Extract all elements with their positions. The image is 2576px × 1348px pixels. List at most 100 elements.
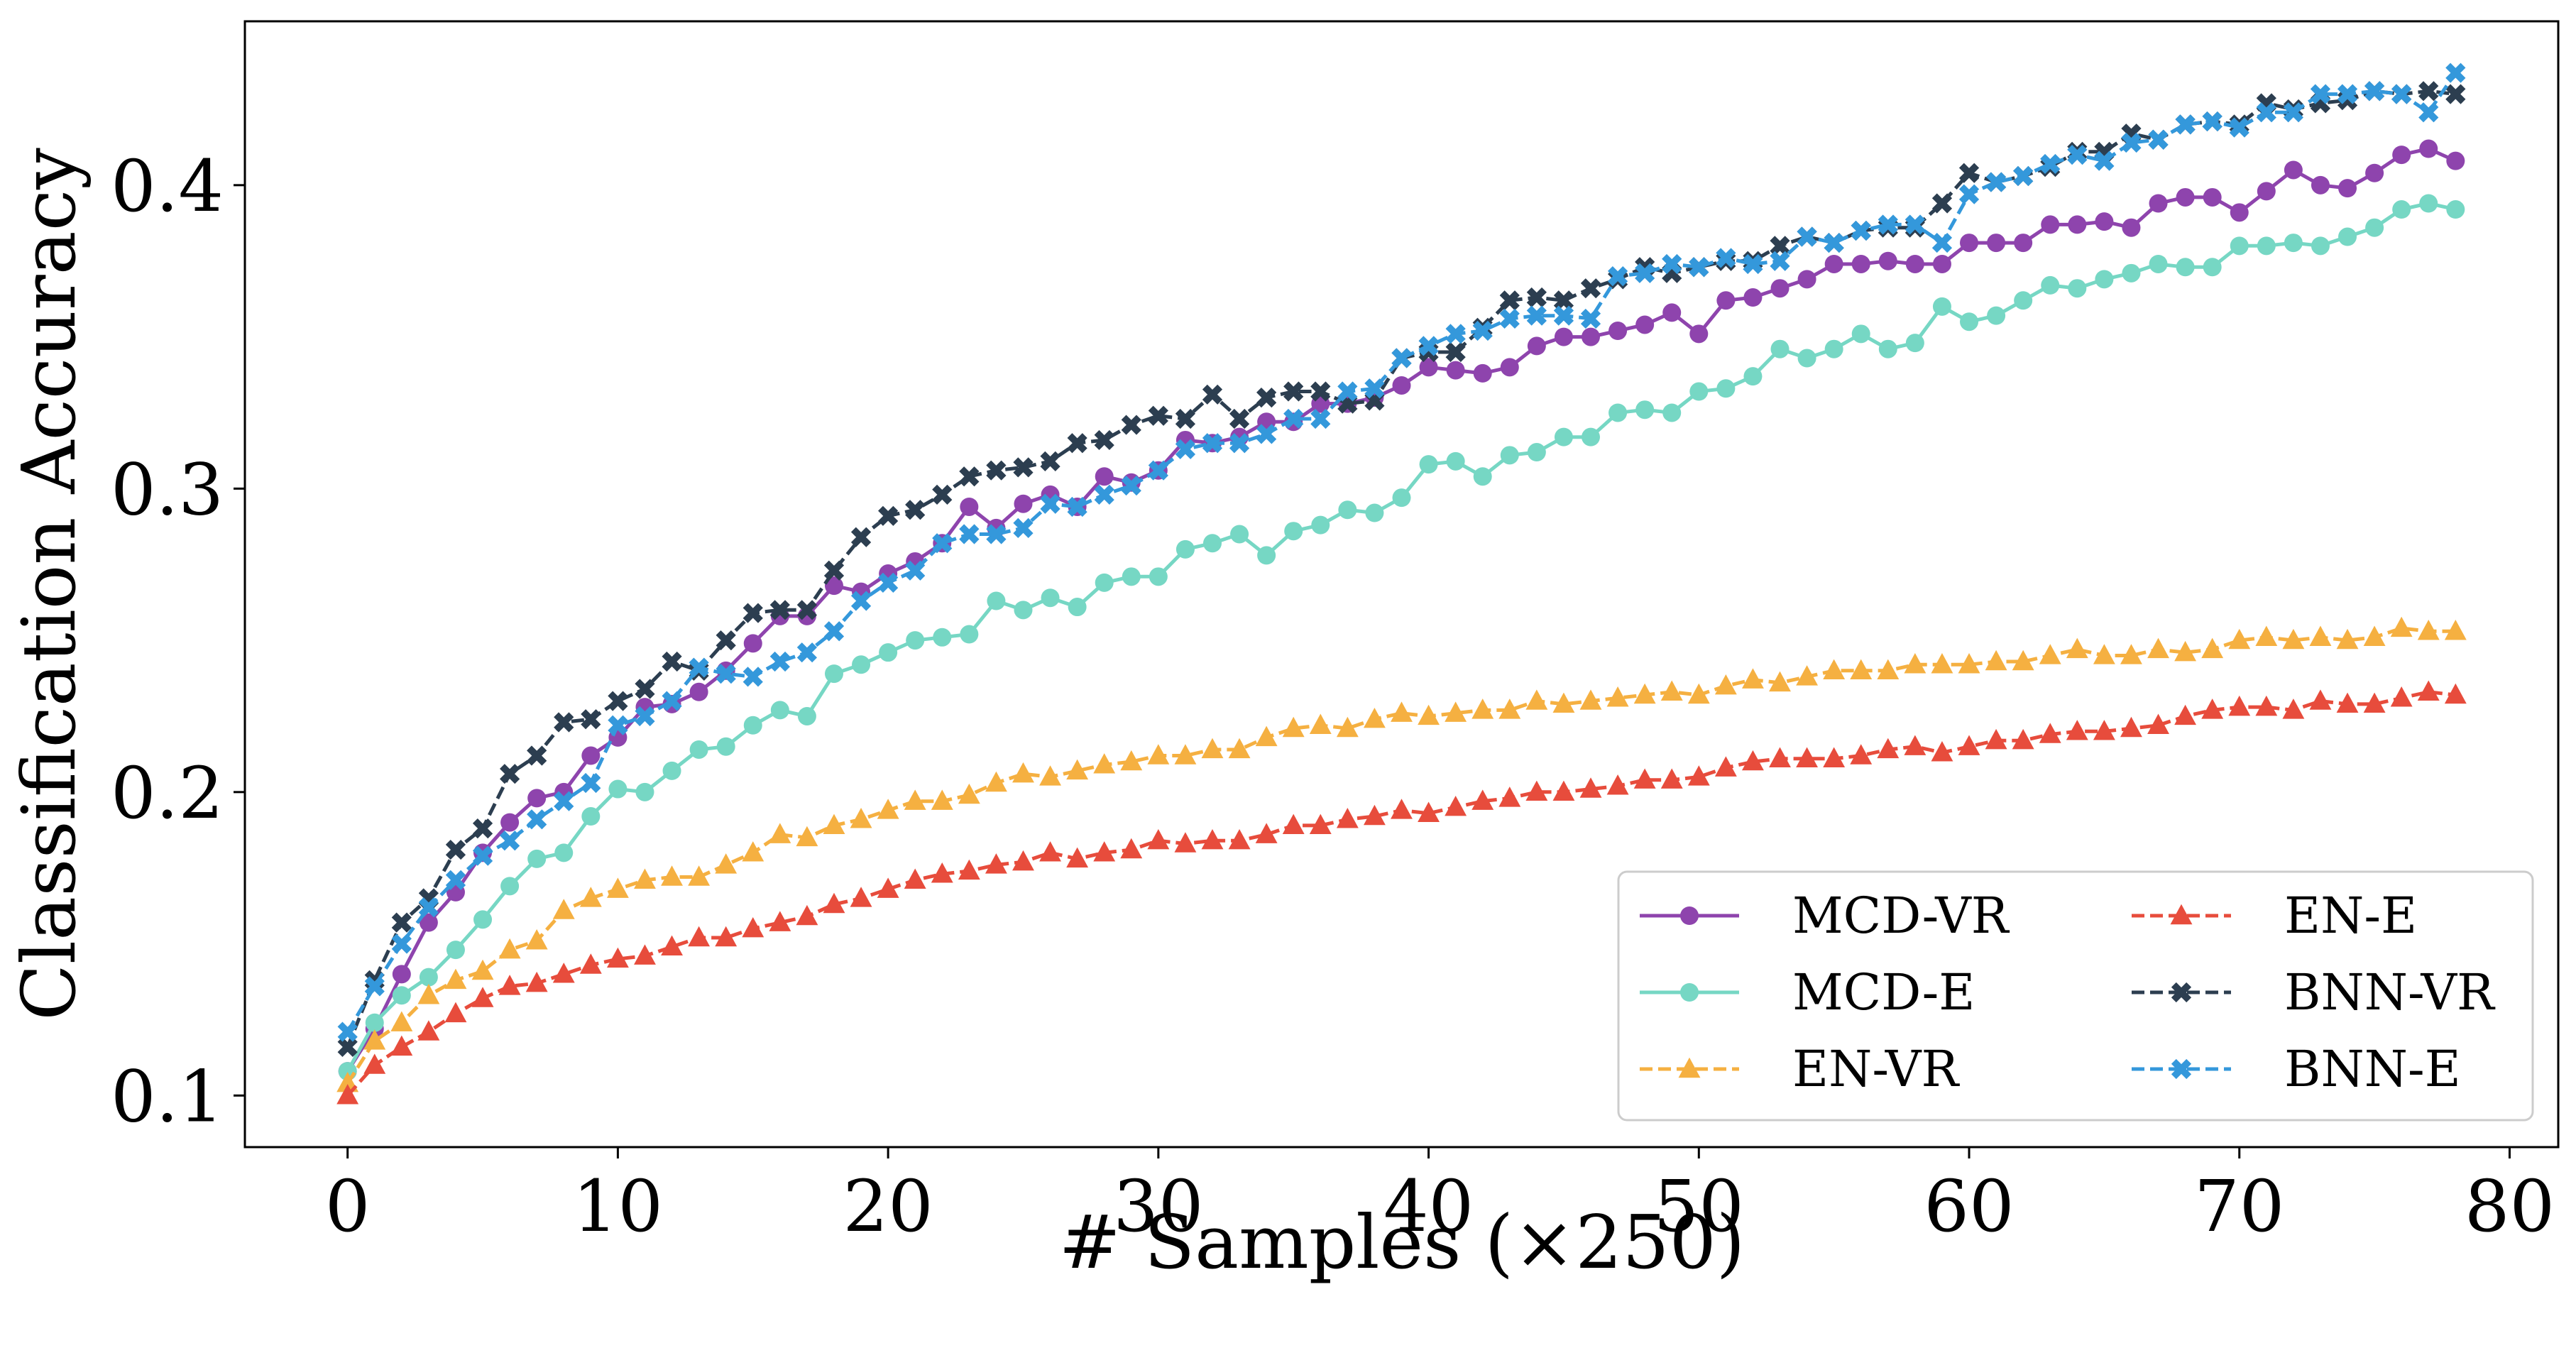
data-point (2203, 187, 2222, 207)
data-point (337, 1036, 358, 1058)
data-point (1311, 515, 1330, 535)
data-point (472, 845, 493, 866)
data-point (1040, 451, 1060, 471)
y-tick-label: 0.1 (111, 1055, 224, 1138)
data-point (1148, 405, 1168, 426)
x-tick-label: 50 (1654, 1165, 1744, 1248)
data-point (824, 576, 843, 596)
data-point (689, 657, 709, 678)
data-point (579, 887, 602, 907)
data-point (1418, 336, 1439, 356)
data-point (1445, 341, 1466, 363)
data-point (850, 591, 872, 611)
data-point (823, 813, 845, 835)
data-point (796, 642, 818, 663)
data-point (2446, 200, 2465, 219)
data-point (1256, 424, 1277, 444)
data-point (581, 746, 601, 765)
data-point (1958, 184, 1980, 204)
data-point (1363, 707, 1386, 728)
data-point (905, 500, 926, 520)
data-point (1122, 567, 1141, 586)
data-point (1310, 381, 1331, 402)
data-point (1256, 387, 1277, 408)
legend-swatch-marker (2170, 904, 2193, 925)
legend-item-bnn-vr: BNN-VR (2132, 963, 2496, 1021)
data-point (1419, 455, 1438, 474)
data-point (1310, 408, 1331, 429)
data-point (1606, 774, 1629, 795)
data-point (1931, 232, 1953, 253)
data-point (1743, 253, 1763, 275)
data-point (1635, 400, 1655, 420)
data-point (2336, 692, 2359, 713)
data-point (1445, 701, 1467, 722)
data-point (1958, 163, 1980, 183)
data-point (1607, 265, 1628, 287)
data-point (1175, 539, 1195, 559)
data-point (1851, 324, 1870, 344)
y-tick-label: 0.2 (111, 752, 224, 835)
data-point (958, 783, 980, 804)
data-point (769, 823, 791, 843)
data-point (1094, 429, 1114, 451)
data-point (336, 1084, 359, 1105)
data-point (2148, 129, 2169, 150)
data-point (2122, 218, 2141, 237)
data-point (1660, 680, 1683, 701)
data-point (1473, 363, 1492, 383)
data-point (1958, 735, 1980, 755)
data-point (1283, 408, 1304, 429)
data-point (1525, 780, 1548, 801)
data-point (2309, 689, 2332, 710)
data-point (2337, 84, 2358, 104)
data-point (1526, 287, 1547, 308)
data-point (688, 865, 711, 886)
data-point (635, 679, 655, 699)
data-point (1687, 765, 1710, 786)
data-point (959, 524, 980, 544)
data-point (1445, 795, 1467, 816)
data-point (770, 701, 789, 720)
data-point (1499, 290, 1520, 311)
data-point (1392, 376, 1411, 395)
data-point (1283, 381, 1304, 402)
data-point (1850, 744, 1873, 765)
data-point (2445, 62, 2466, 83)
data-point (2012, 650, 2034, 671)
data-point (1093, 753, 1116, 774)
data-point (1337, 381, 1358, 402)
data-point (1985, 650, 2007, 671)
data-point (2419, 139, 2438, 158)
data-point (1526, 305, 1547, 326)
data-point (390, 1011, 413, 1031)
data-point (1068, 598, 1087, 617)
data-point (1446, 361, 1465, 380)
data-point (1147, 828, 1170, 850)
data-point (2257, 236, 2276, 256)
data-point (2066, 720, 2088, 740)
data-point (1580, 308, 1601, 329)
legend-swatch-marker (1678, 1057, 1701, 1078)
data-point (2013, 165, 2034, 187)
data-point (1985, 172, 2007, 192)
legend-item-mcd-e: MCD-E (1640, 963, 1975, 1021)
data-point (634, 944, 656, 965)
data-point (445, 839, 466, 860)
data-point (1878, 214, 1898, 235)
data-point (500, 877, 520, 896)
y-tick-label: 0.3 (111, 448, 224, 531)
data-point (1716, 291, 1736, 310)
data-point (1446, 451, 1465, 471)
data-point (365, 1013, 384, 1032)
data-point (417, 984, 440, 1004)
data-point (444, 1002, 467, 1023)
data-point (1229, 408, 1250, 429)
x-axis-title: # Samples (×250) (1059, 1199, 1745, 1286)
legend-swatch-marker (2171, 1058, 2192, 1080)
data-point (769, 600, 790, 620)
data-point (2149, 254, 2168, 273)
data-point (2174, 640, 2197, 662)
data-point (2282, 698, 2305, 719)
